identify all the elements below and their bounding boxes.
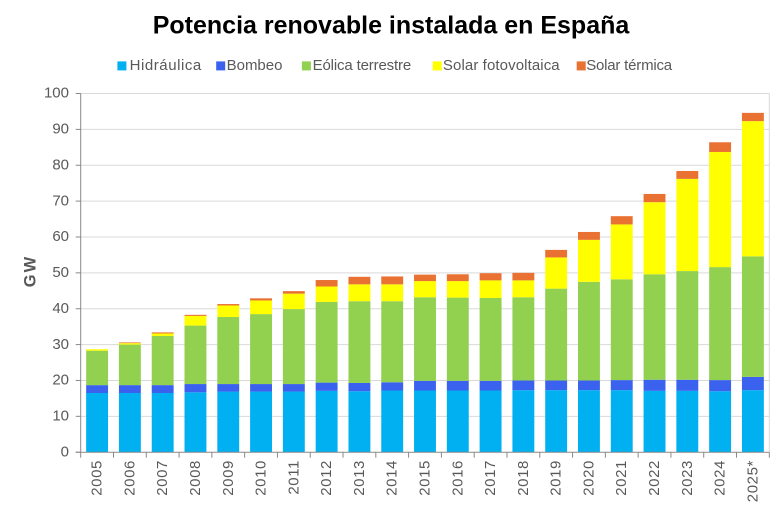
svg-text:2011: 2011 [285, 460, 302, 495]
svg-text:20: 20 [52, 372, 69, 389]
svg-text:2019: 2019 [548, 460, 565, 496]
svg-text:2006: 2006 [121, 460, 138, 496]
svg-text:Potencia renovable instalada e: Potencia renovable instalada en España [153, 12, 631, 40]
svg-text:2005: 2005 [89, 460, 106, 496]
svg-text:Eólica terrestre: Eólica terrestre [313, 57, 411, 74]
svg-text:90: 90 [52, 121, 69, 138]
svg-text:0: 0 [61, 443, 69, 460]
svg-text:70: 70 [52, 192, 69, 209]
svg-text:2022: 2022 [646, 460, 663, 496]
svg-text:Bombeo: Bombeo [227, 57, 283, 74]
svg-text:40: 40 [52, 300, 69, 317]
svg-text:2017: 2017 [482, 460, 499, 496]
svg-text:2015: 2015 [417, 460, 434, 496]
svg-text:Solar térmica: Solar térmica [586, 57, 673, 74]
svg-text:50: 50 [52, 264, 69, 281]
svg-text:2023: 2023 [679, 460, 696, 496]
svg-text:10: 10 [52, 408, 69, 425]
svg-text:GW: GW [22, 255, 40, 287]
svg-text:2014: 2014 [384, 460, 401, 496]
svg-text:Hidráulica: Hidráulica [130, 57, 202, 74]
svg-text:Solar fotovoltaica: Solar fotovoltaica [443, 57, 560, 74]
svg-text:2024: 2024 [712, 460, 729, 496]
svg-text:2010: 2010 [253, 460, 270, 496]
svg-text:2016: 2016 [449, 460, 466, 496]
svg-text:100: 100 [44, 85, 69, 102]
svg-text:2021: 2021 [613, 460, 630, 496]
svg-text:80: 80 [52, 156, 69, 173]
svg-text:60: 60 [52, 228, 69, 245]
svg-text:2012: 2012 [318, 460, 335, 496]
svg-text:2008: 2008 [187, 460, 204, 496]
svg-text:2020: 2020 [580, 460, 597, 496]
svg-text:30: 30 [52, 336, 69, 353]
svg-text:2018: 2018 [515, 460, 532, 496]
svg-text:2009: 2009 [220, 460, 237, 496]
svg-text:2025*: 2025* [744, 460, 761, 502]
svg-text:2007: 2007 [154, 460, 171, 496]
svg-text:2013: 2013 [351, 460, 368, 496]
